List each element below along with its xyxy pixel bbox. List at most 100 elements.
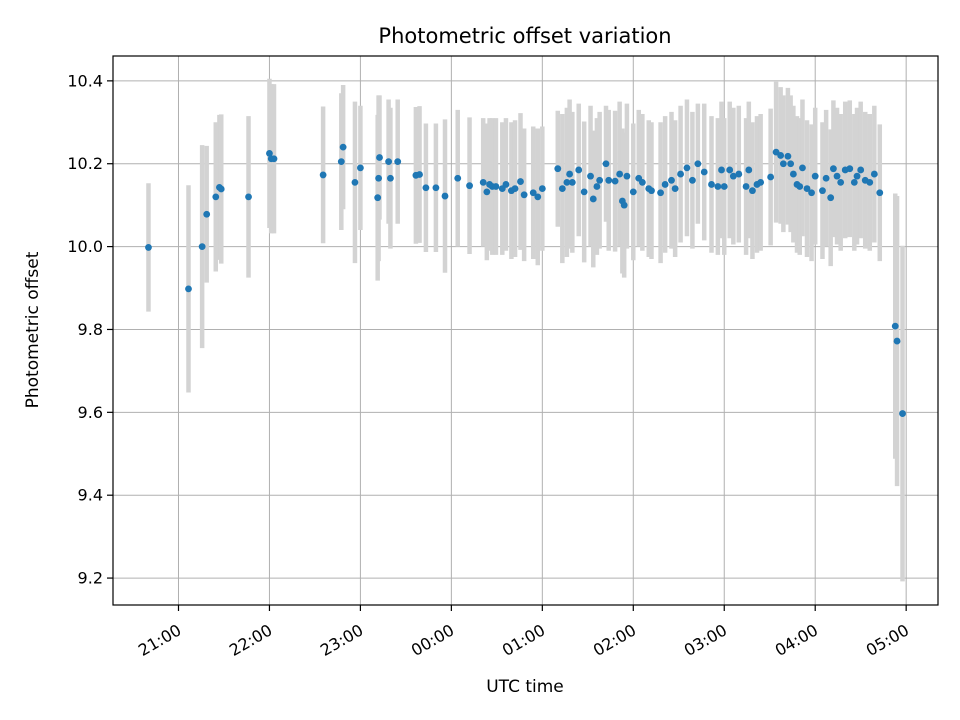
data-point: [217, 185, 225, 193]
data-point: [587, 172, 594, 180]
data-point: [893, 337, 901, 345]
data-point: [827, 194, 835, 202]
data-point: [266, 149, 273, 157]
data-point: [441, 192, 449, 200]
data-point: [629, 188, 637, 196]
data-point: [623, 172, 631, 180]
data-point: [387, 174, 394, 182]
data-point: [899, 410, 906, 417]
y-axis-ticks: 9.2 9.4 9.6 9.8 10.0 10.2 10.4: [67, 71, 113, 588]
y-tick-label: 9.6: [78, 403, 103, 422]
data-point: [529, 189, 537, 197]
y-tick-label: 10.4: [67, 71, 103, 90]
data-point: [611, 177, 619, 185]
data-point: [145, 244, 152, 251]
data-point: [819, 187, 826, 195]
data-point: [492, 183, 500, 190]
data-point: [563, 178, 571, 186]
data-point: [357, 164, 364, 172]
data-point: [596, 176, 604, 184]
data-point: [829, 165, 837, 173]
y-tick-label: 9.8: [78, 320, 103, 339]
data-point: [538, 185, 546, 192]
data-point: [833, 172, 841, 180]
data-point: [700, 168, 708, 176]
data-point: [374, 194, 382, 202]
data-point: [351, 178, 359, 186]
data-point: [502, 181, 510, 188]
data-point: [422, 184, 430, 192]
data-point: [185, 285, 192, 293]
data-point: [718, 166, 725, 174]
plot-frame: [112, 55, 939, 606]
data-point: [566, 170, 574, 178]
data-point: [742, 183, 750, 190]
data-point: [870, 170, 878, 178]
data-point: [850, 178, 858, 186]
data-point: [779, 160, 787, 168]
data-point: [694, 160, 702, 168]
y-tick-label: 9.4: [78, 486, 103, 505]
y-tick-label: 9.2: [78, 569, 103, 588]
data-point: [749, 187, 756, 195]
data-point: [580, 188, 588, 196]
data-point: [677, 170, 684, 178]
data-point: [767, 173, 775, 181]
data-point: [593, 183, 601, 190]
data-point: [757, 178, 765, 186]
data-point: [602, 160, 610, 168]
data-point: [245, 193, 252, 201]
data-point: [385, 158, 393, 166]
data-point: [648, 187, 655, 195]
data-point: [866, 178, 874, 186]
data-point: [787, 160, 795, 168]
data-point: [726, 166, 734, 174]
data-point: [857, 166, 865, 174]
data-markers: [145, 143, 906, 417]
data-point: [520, 191, 528, 199]
data-point: [483, 188, 491, 196]
data-point: [745, 166, 753, 174]
data-point: [808, 189, 815, 197]
chart-title: Photometric offset variation: [378, 24, 671, 48]
data-point: [376, 154, 383, 161]
data-point: [657, 189, 664, 197]
y-axis-label: Photometric offset: [23, 251, 43, 408]
data-point: [671, 185, 679, 192]
data-point: [605, 176, 613, 184]
data-point: [796, 183, 804, 190]
data-point: [683, 164, 691, 172]
data-point: [479, 178, 487, 186]
data-point: [822, 174, 830, 182]
data-point: [616, 170, 624, 178]
x-axis-label: UTC time: [486, 677, 564, 697]
data-point: [375, 174, 383, 182]
data-point: [735, 170, 743, 178]
data-point: [638, 178, 646, 186]
data-point: [198, 243, 206, 250]
data-point: [568, 178, 576, 186]
data-point: [454, 174, 462, 182]
data-point: [203, 210, 211, 218]
data-point: [212, 193, 220, 201]
data-point: [729, 172, 737, 180]
data-point: [339, 143, 347, 151]
data-point: [554, 165, 562, 173]
data-point: [708, 181, 715, 188]
data-point: [799, 164, 806, 172]
data-point: [689, 176, 696, 184]
data-point: [714, 183, 722, 190]
data-point: [811, 172, 819, 180]
data-point: [789, 170, 797, 178]
data-point: [337, 158, 345, 166]
data-point: [319, 171, 327, 179]
data-point: [668, 176, 675, 184]
data-point: [432, 184, 440, 192]
data-point: [534, 193, 542, 201]
data-point: [803, 185, 811, 192]
data-point: [846, 165, 854, 173]
data-point: [720, 183, 728, 190]
data-point: [466, 182, 473, 190]
data-point: [589, 195, 597, 203]
data-point: [891, 322, 899, 330]
